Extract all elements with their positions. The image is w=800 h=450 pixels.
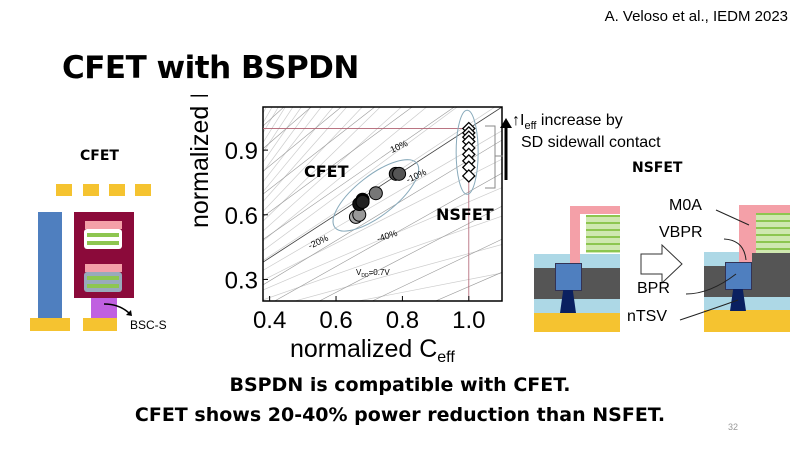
cfet-cluster-ellipse <box>332 159 420 232</box>
top-pad <box>56 184 72 196</box>
bpr <box>725 262 752 290</box>
slide-title: CFET with BSPDN <box>62 50 359 86</box>
leader-lines <box>679 209 750 321</box>
top-pad <box>135 184 151 196</box>
x-axis-label: normalized Ceff <box>290 335 455 366</box>
bsc-s-label: BSC-S <box>130 318 167 332</box>
y-tick-label: 0.6 <box>225 203 258 230</box>
m0a <box>570 206 580 264</box>
nanosheet <box>87 233 119 237</box>
substrate <box>704 310 790 332</box>
bottom-nanosheets <box>84 272 122 292</box>
cfet-data-point <box>368 186 383 201</box>
top-nanosheets <box>84 229 122 249</box>
nsfet-cluster-ellipse <box>455 109 479 195</box>
iso-power-line <box>434 271 502 301</box>
power-rail <box>38 212 62 318</box>
top-contact <box>85 221 122 229</box>
ntsv-label: nTSV <box>627 308 668 325</box>
page-number: 32 <box>728 422 739 432</box>
conclusion-line-1: BSPDN is compatible with CFET. <box>229 374 571 396</box>
y-tick-label: 0.3 <box>225 267 258 294</box>
annotation-minus40pct: -40% <box>376 228 399 244</box>
iso-power-line <box>263 107 342 172</box>
x-tick-label: 0.6 <box>319 307 352 334</box>
ntsv <box>560 290 576 313</box>
cfet-diagram-title: CFET <box>80 148 119 164</box>
nanosheet <box>87 276 119 280</box>
nsfet-diagram: NSFET M0A VBPR BPR nTSV <box>520 150 800 340</box>
bpr-label: BPR <box>637 280 670 297</box>
nsfet-diagram-title: NSFET <box>632 160 683 176</box>
bpr <box>555 263 582 291</box>
cfet-data-point <box>355 194 370 209</box>
y-axis-label: normalized Ieff <box>186 95 217 228</box>
iso-power-line <box>318 205 502 301</box>
bottom-pad <box>30 318 70 331</box>
increase-bracket-arrow <box>485 118 512 189</box>
iso-power-line <box>263 107 376 195</box>
top-pad <box>83 184 99 196</box>
cfet-data-point <box>392 166 407 181</box>
plot-frame <box>262 106 503 302</box>
bottom-pad <box>83 318 117 331</box>
bottom-contact <box>85 264 122 272</box>
substrate <box>534 313 620 332</box>
nanosheet <box>87 241 119 245</box>
chart: 0.4 0.6 0.8 1.0 0.3 0.6 0.9 normalized Ieff no… <box>186 95 503 366</box>
nanosheets <box>756 213 790 253</box>
vbpr-label: VBPR <box>659 224 703 241</box>
silicon <box>752 253 790 297</box>
nanosheets <box>586 215 620 253</box>
x-tick-label: 1.0 <box>452 307 485 334</box>
nsfet-data-point <box>461 169 476 183</box>
nsfet-series-label: NSFET <box>436 205 494 224</box>
annotation-vdd: VDD=0.7V <box>356 268 390 279</box>
x-tick-label: 0.8 <box>386 307 419 334</box>
conclusion-line-2: CFET shows 20-40% power reduction than N… <box>134 404 666 426</box>
cfet-diagram: CFET BSC-S <box>0 140 190 340</box>
nanosheet <box>87 284 119 288</box>
iso-power-line <box>263 107 455 240</box>
y-tick-label: 0.9 <box>225 138 258 165</box>
arrow-icon <box>103 303 132 316</box>
annotation-minus10pct: -10% <box>405 167 428 185</box>
top-pad <box>109 184 125 196</box>
iso-power-line <box>371 238 502 301</box>
m0a-label: M0A <box>669 197 702 214</box>
x-tick-label: 0.4 <box>253 307 286 334</box>
m0a <box>570 206 620 214</box>
iso-power-line <box>274 172 502 301</box>
citation: A. Veloso et al., IEDM 2023 <box>604 8 788 25</box>
iso-power-line <box>263 139 502 286</box>
annotation-10pct: 10% <box>389 138 410 155</box>
iso-power-line <box>263 107 413 218</box>
bsc-s <box>91 298 117 318</box>
ieff-increase-annotation: ↑Ieff increase by <box>512 112 623 133</box>
cfet-series-label: CFET <box>304 162 349 181</box>
right-arrow-icon <box>640 244 683 284</box>
sd-sidewall-annotation: SD sidewall contact <box>521 134 661 151</box>
